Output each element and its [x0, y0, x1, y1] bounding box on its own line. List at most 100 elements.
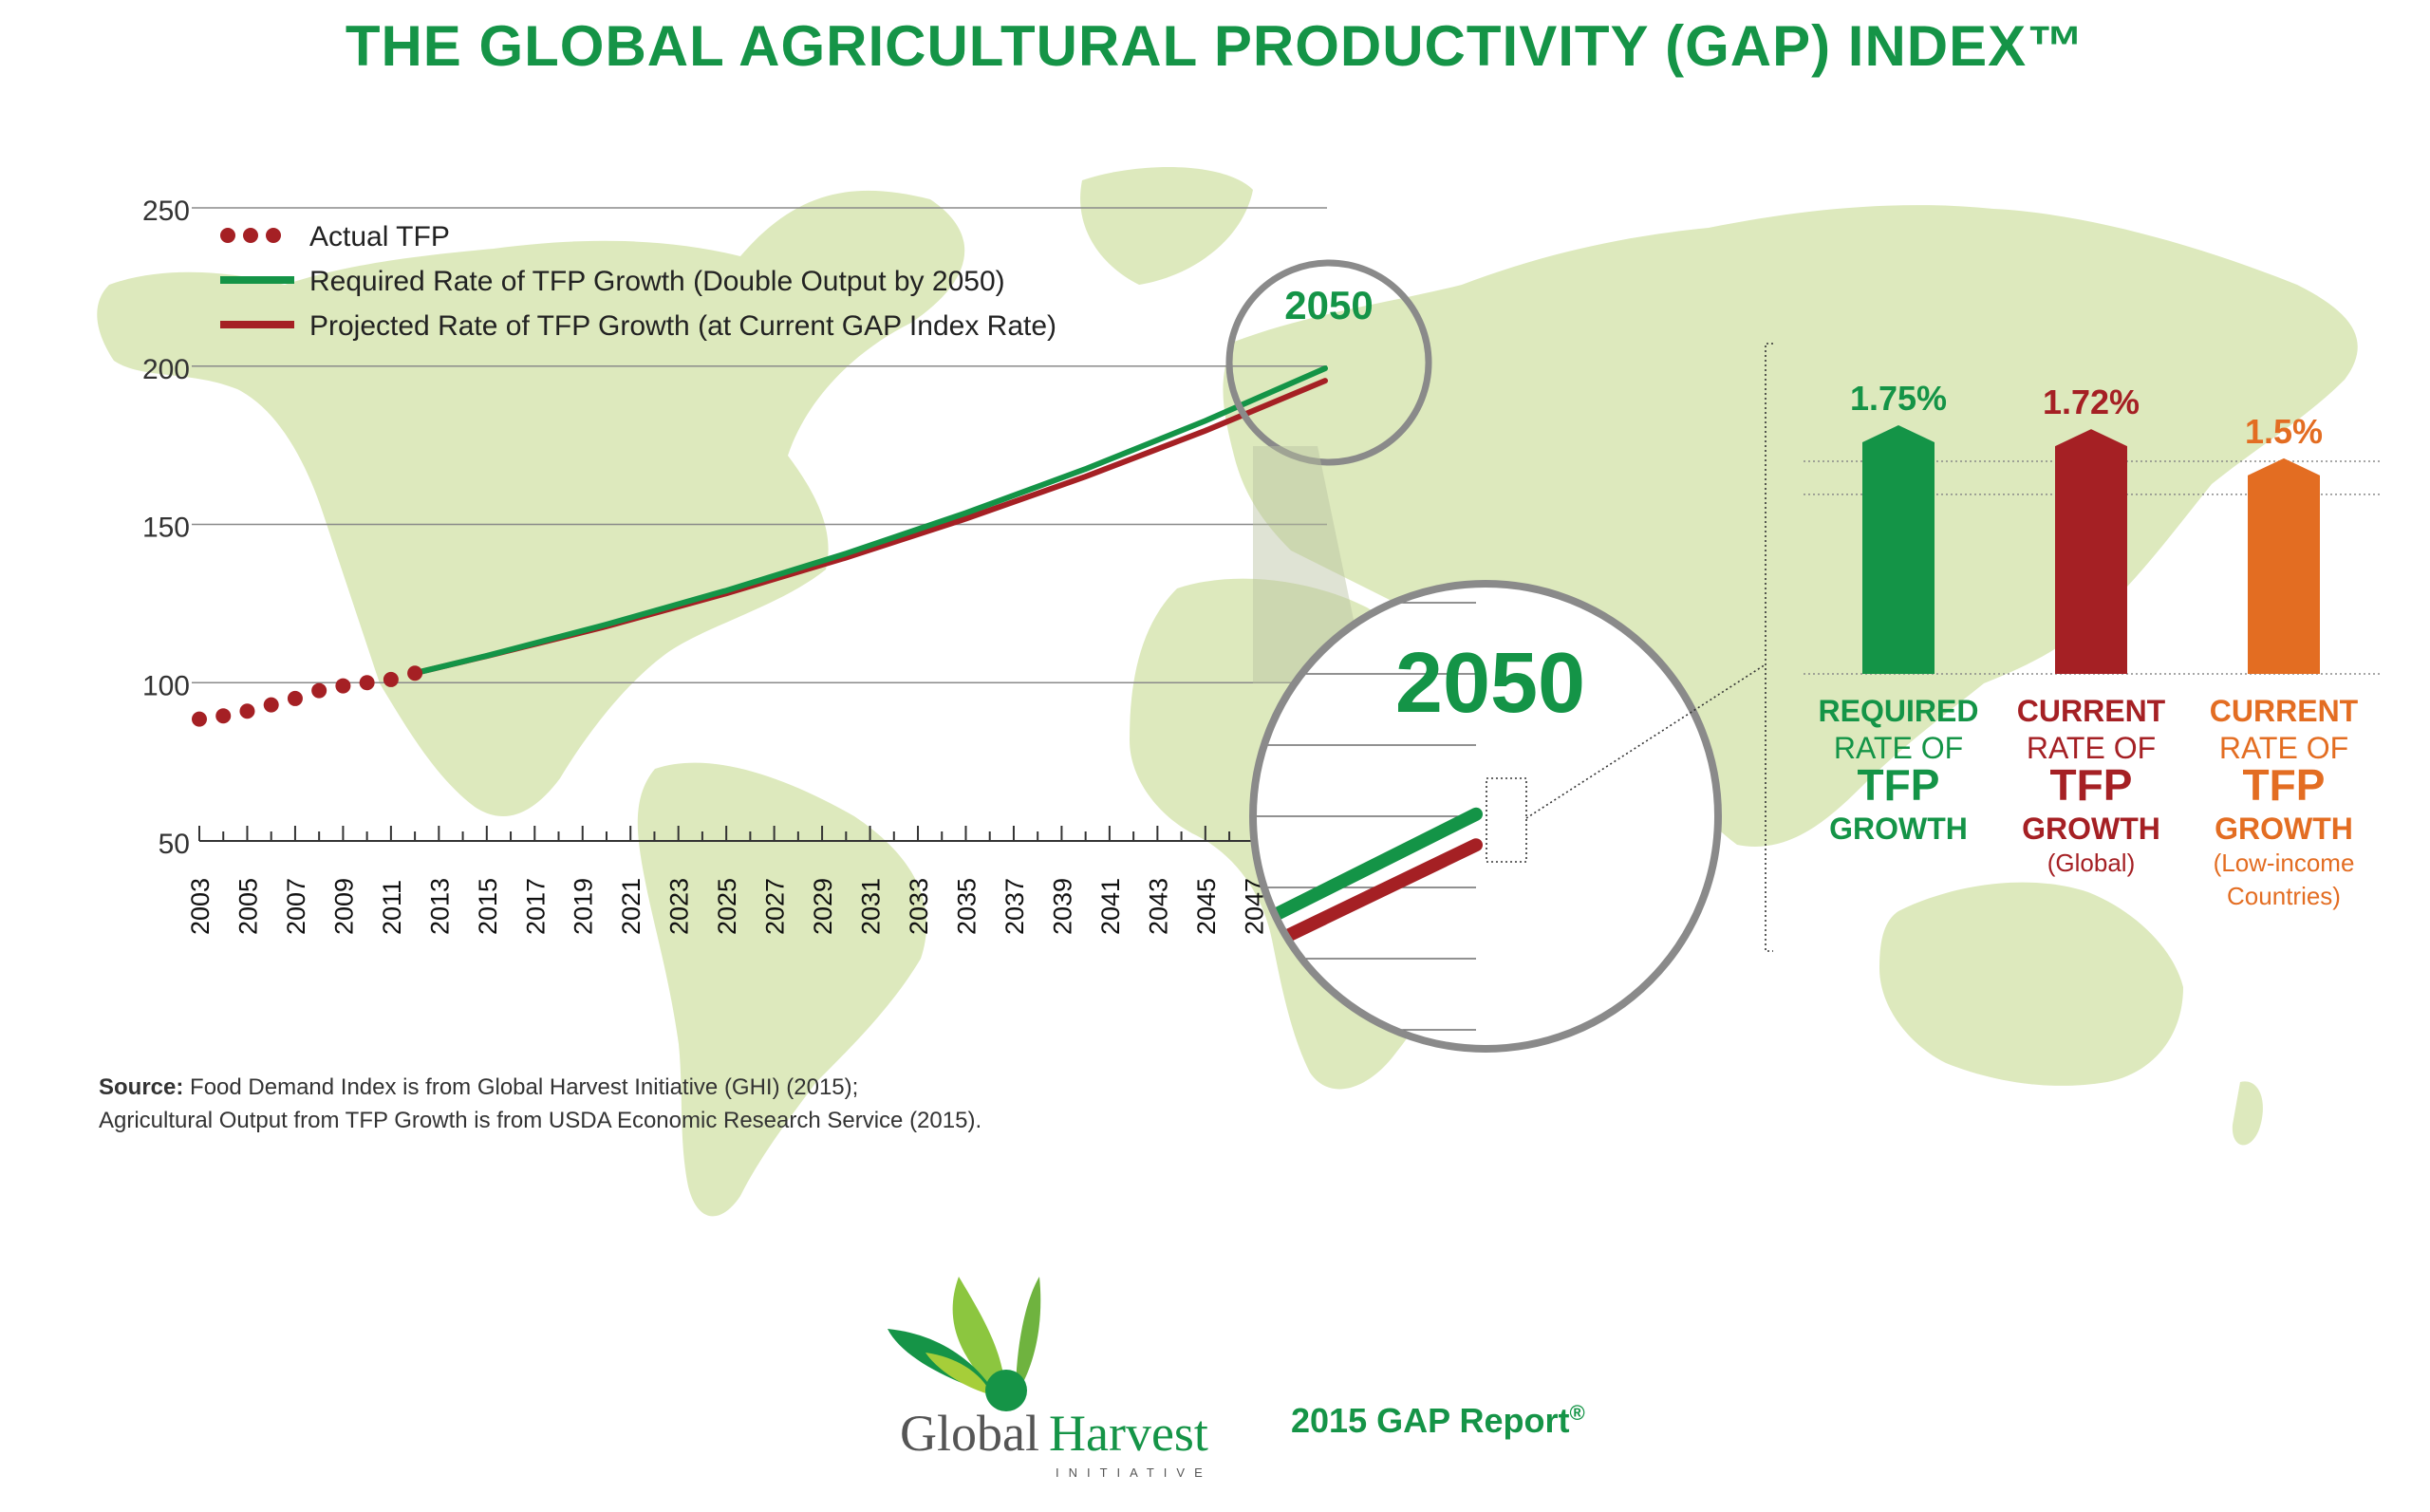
- x-tick-label-2017: 2017: [521, 878, 550, 935]
- callout-circle-small: [1225, 259, 1432, 466]
- chart-legend: Actual TFP Required Rate of TFP Growth (D…: [220, 221, 1056, 342]
- x-tick-label-2031: 2031: [857, 878, 886, 935]
- bar-caption-4-0: GROWTH: [1829, 812, 1968, 846]
- x-tick-label-2013: 2013: [425, 878, 454, 935]
- bar-bracket: [1765, 343, 1773, 952]
- bar-caption-2-2: RATE OF: [2219, 731, 2348, 765]
- bar-caption-3-0: TFP: [1858, 760, 1940, 810]
- x-tick-label-2035: 2035: [952, 878, 981, 935]
- source-text-1: Food Demand Index is from Global Harvest…: [190, 1074, 859, 1100]
- report-name: 2015 GAP Report: [1291, 1401, 1570, 1440]
- series-line-1: [412, 365, 1328, 677]
- x-tick-label-2041: 2041: [1096, 878, 1125, 935]
- bar-caption-sub2-2: Countries): [2227, 882, 2341, 910]
- actual-tfp-point-2007: [287, 690, 303, 706]
- actual-tfp-point-2009: [335, 678, 351, 694]
- actual-tfp-point-2010: [359, 675, 375, 691]
- map-eurasia: [1223, 205, 2358, 847]
- actual-tfp-point-2006: [263, 697, 279, 713]
- x-tick-label-2019: 2019: [570, 878, 598, 935]
- report-mark: ®: [1569, 1401, 1585, 1425]
- logo-subtitle: INITIATIVE: [1056, 1465, 1212, 1480]
- bar-caption-1-2: CURRENT: [2210, 694, 2359, 728]
- bar-caption-3-1: TFP: [2050, 760, 2133, 810]
- zoom-cone: [1253, 446, 1367, 683]
- bar-1: [2055, 429, 2127, 674]
- map-south-america: [637, 762, 927, 1217]
- x-tick-label-2005: 2005: [234, 878, 262, 935]
- source-line-2: Agricultural Output from TFP Growth is f…: [99, 1108, 982, 1133]
- actual-tfp-point-2005: [239, 703, 255, 719]
- x-tick-label-2029: 2029: [809, 878, 837, 935]
- bar-caption-sub1-1: (Global): [2047, 849, 2135, 877]
- logo-globe: [985, 1370, 1027, 1411]
- legend-marker-0-2: [266, 228, 281, 243]
- bar-caption-2-1: RATE OF: [2027, 731, 2156, 765]
- bar-value-label-0: 1.75%: [1850, 379, 1947, 418]
- zoom-inset: 2050: [1249, 446, 1766, 1053]
- bar-value-label-2: 1.5%: [2245, 412, 2323, 451]
- logo-word-harvest: Harvest: [1049, 1405, 1208, 1462]
- x-tick-label-2027: 2027: [761, 878, 790, 935]
- legend-label-2: Projected Rate of TFP Growth (at Current…: [309, 310, 1056, 342]
- x-tick-label-2043: 2043: [1144, 878, 1172, 935]
- x-tick-label-2039: 2039: [1048, 878, 1076, 935]
- map-north-america: [97, 190, 965, 817]
- bar-value-label-1: 1.72%: [2043, 383, 2140, 421]
- bar-caption-1-0: REQUIRED: [1819, 694, 1979, 728]
- report-label: 2015 GAP Report®: [1291, 1401, 1585, 1441]
- actual-tfp-point-2012: [407, 665, 423, 681]
- source-line-1: Source: Food Demand Index is from Global…: [99, 1071, 981, 1104]
- y-tick-label-250: 250: [142, 196, 190, 227]
- x-tick-label-2037: 2037: [1000, 878, 1029, 935]
- x-tick-label-2025: 2025: [713, 878, 741, 935]
- bar-caption-4-1: GROWTH: [2022, 812, 2160, 846]
- bar-0: [1862, 425, 1935, 674]
- zoom-focus-box: [1486, 777, 1527, 863]
- bar-2: [2248, 457, 2320, 674]
- x-tick-label-2011: 2011: [378, 880, 406, 935]
- bar-caption-3-2: TFP: [2243, 760, 2326, 810]
- legend-marker-0-1: [243, 228, 258, 243]
- zoom-circle-fill: [1253, 584, 1718, 1049]
- logo-leaf-small: [925, 1353, 992, 1395]
- map-new-zealand: [2232, 1081, 2263, 1146]
- bar-caption-sub1-2: (Low-income: [2214, 849, 2355, 877]
- legend-label-1: Required Rate of TFP Growth (Double Outp…: [309, 266, 1005, 297]
- map-greenland: [1080, 167, 1253, 285]
- x-tick-label-2007: 2007: [282, 878, 310, 935]
- y-tick-label-150: 150: [142, 513, 190, 544]
- bar-caption-1-1: CURRENT: [2017, 694, 2166, 728]
- page-title: THE GLOBAL AGRICULTURAL PRODUCTIVITY (GA…: [345, 14, 2085, 78]
- global-harvest-logo: Global Harvest INITIATIVE: [888, 1277, 1212, 1480]
- zoom-label: 2050: [1395, 636, 1585, 731]
- actual-tfp-point-2008: [311, 682, 327, 699]
- x-tick-label-2015: 2015: [474, 878, 502, 935]
- logo-word-global: Global: [900, 1405, 1039, 1462]
- logo-leaf-right: [1016, 1277, 1041, 1395]
- x-tick-label-2009: 2009: [329, 878, 358, 935]
- map-australia: [1879, 882, 2183, 1086]
- zoom-circle-outline: [1249, 580, 1722, 1053]
- source-label: Source:: [99, 1074, 184, 1100]
- x-tick-label-2021: 2021: [617, 878, 645, 935]
- x-tick-label-2023: 2023: [665, 878, 694, 935]
- x-tick-label-2003: 2003: [186, 878, 215, 935]
- callout-label-small: 2050: [1284, 283, 1373, 327]
- x-tick-label-2033: 2033: [905, 878, 933, 935]
- x-tick-label-2045: 2045: [1192, 878, 1221, 935]
- bar-caption-2-0: RATE OF: [1834, 731, 1963, 765]
- legend-label-0: Actual TFP: [309, 221, 450, 252]
- tfp-line-chart: 50 100 150 200 250 2003 2005 2007 2009 2011 2013 20…: [142, 196, 1432, 935]
- y-tick-label-100: 100: [142, 670, 190, 701]
- logo-leaf-large: [952, 1277, 1006, 1405]
- actual-tfp-point-2011: [383, 671, 399, 687]
- bar-caption-4-2: GROWTH: [2215, 812, 2353, 846]
- actual-tfp-point-2004: [215, 708, 232, 724]
- y-tick-label-50: 50: [159, 829, 190, 860]
- y-tick-label-200: 200: [142, 354, 190, 385]
- source-note: Source: Food Demand Index is from Global…: [99, 1071, 981, 1137]
- actual-tfp-point-2003: [192, 711, 207, 727]
